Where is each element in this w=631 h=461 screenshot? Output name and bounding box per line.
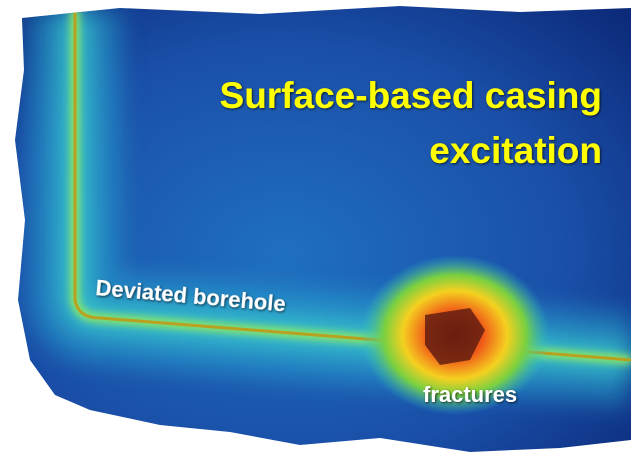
fractures-label: fractures [423,382,517,407]
title-line: excitation [429,130,602,171]
title-line: Surface-based casing [220,75,602,116]
